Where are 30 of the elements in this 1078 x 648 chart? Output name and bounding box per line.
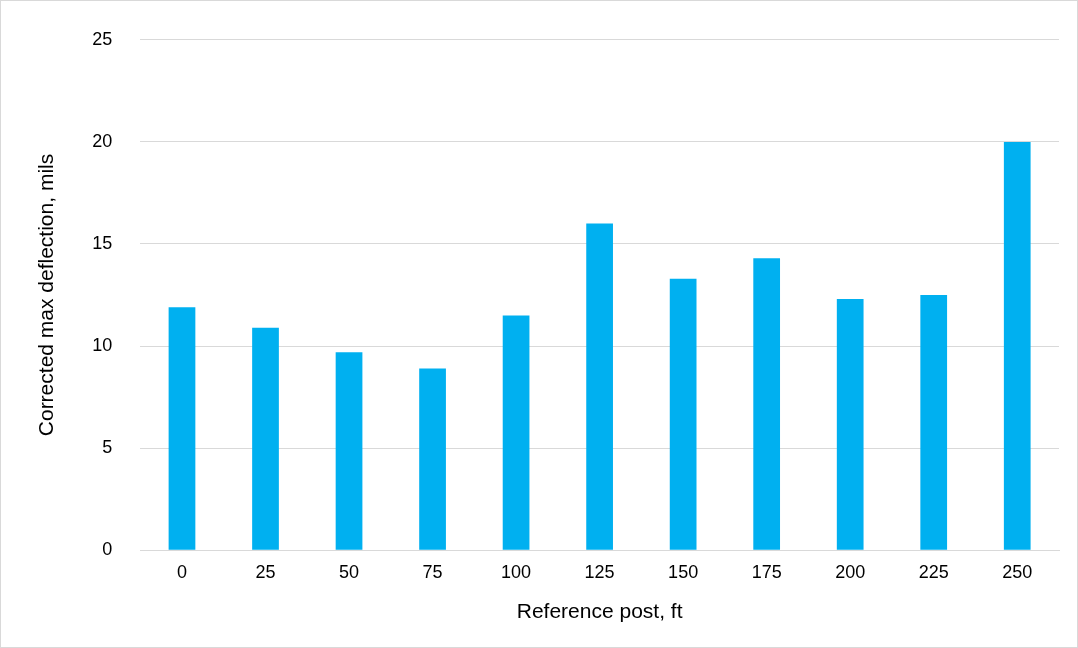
bar bbox=[419, 368, 446, 550]
x-tick-label: 200 bbox=[835, 561, 866, 582]
bar bbox=[502, 315, 530, 550]
y-tick-label: 10 bbox=[92, 335, 113, 356]
y-tick-label: 20 bbox=[92, 130, 113, 151]
x-tick-label: 250 bbox=[1002, 561, 1033, 582]
x-tick-label: 75 bbox=[422, 561, 443, 582]
x-tick-label: 225 bbox=[918, 561, 949, 582]
bar bbox=[168, 307, 196, 550]
x-tick-label: 150 bbox=[668, 561, 699, 582]
bar bbox=[669, 278, 697, 550]
x-tick-label: 0 bbox=[176, 561, 187, 582]
x-tick-label: 25 bbox=[255, 561, 276, 582]
x-tick-label: 125 bbox=[584, 561, 615, 582]
bar bbox=[1003, 141, 1031, 550]
x-axis-title: Reference post, ft bbox=[516, 599, 683, 623]
bar bbox=[836, 299, 864, 550]
y-tick-label: 15 bbox=[92, 232, 113, 253]
x-tick-label: 175 bbox=[751, 561, 782, 582]
bar bbox=[586, 223, 613, 550]
bar bbox=[920, 295, 948, 550]
bar bbox=[252, 327, 279, 550]
bar bbox=[753, 258, 781, 550]
y-tick-label: 0 bbox=[102, 539, 113, 560]
bar bbox=[335, 352, 363, 550]
x-tick-label: 50 bbox=[339, 561, 360, 582]
x-tick-label: 100 bbox=[501, 561, 532, 582]
y-axis-title: Corrected max deflection, mils bbox=[34, 153, 58, 437]
y-tick-label: 5 bbox=[102, 437, 113, 458]
y-tick-label: 25 bbox=[92, 28, 113, 49]
